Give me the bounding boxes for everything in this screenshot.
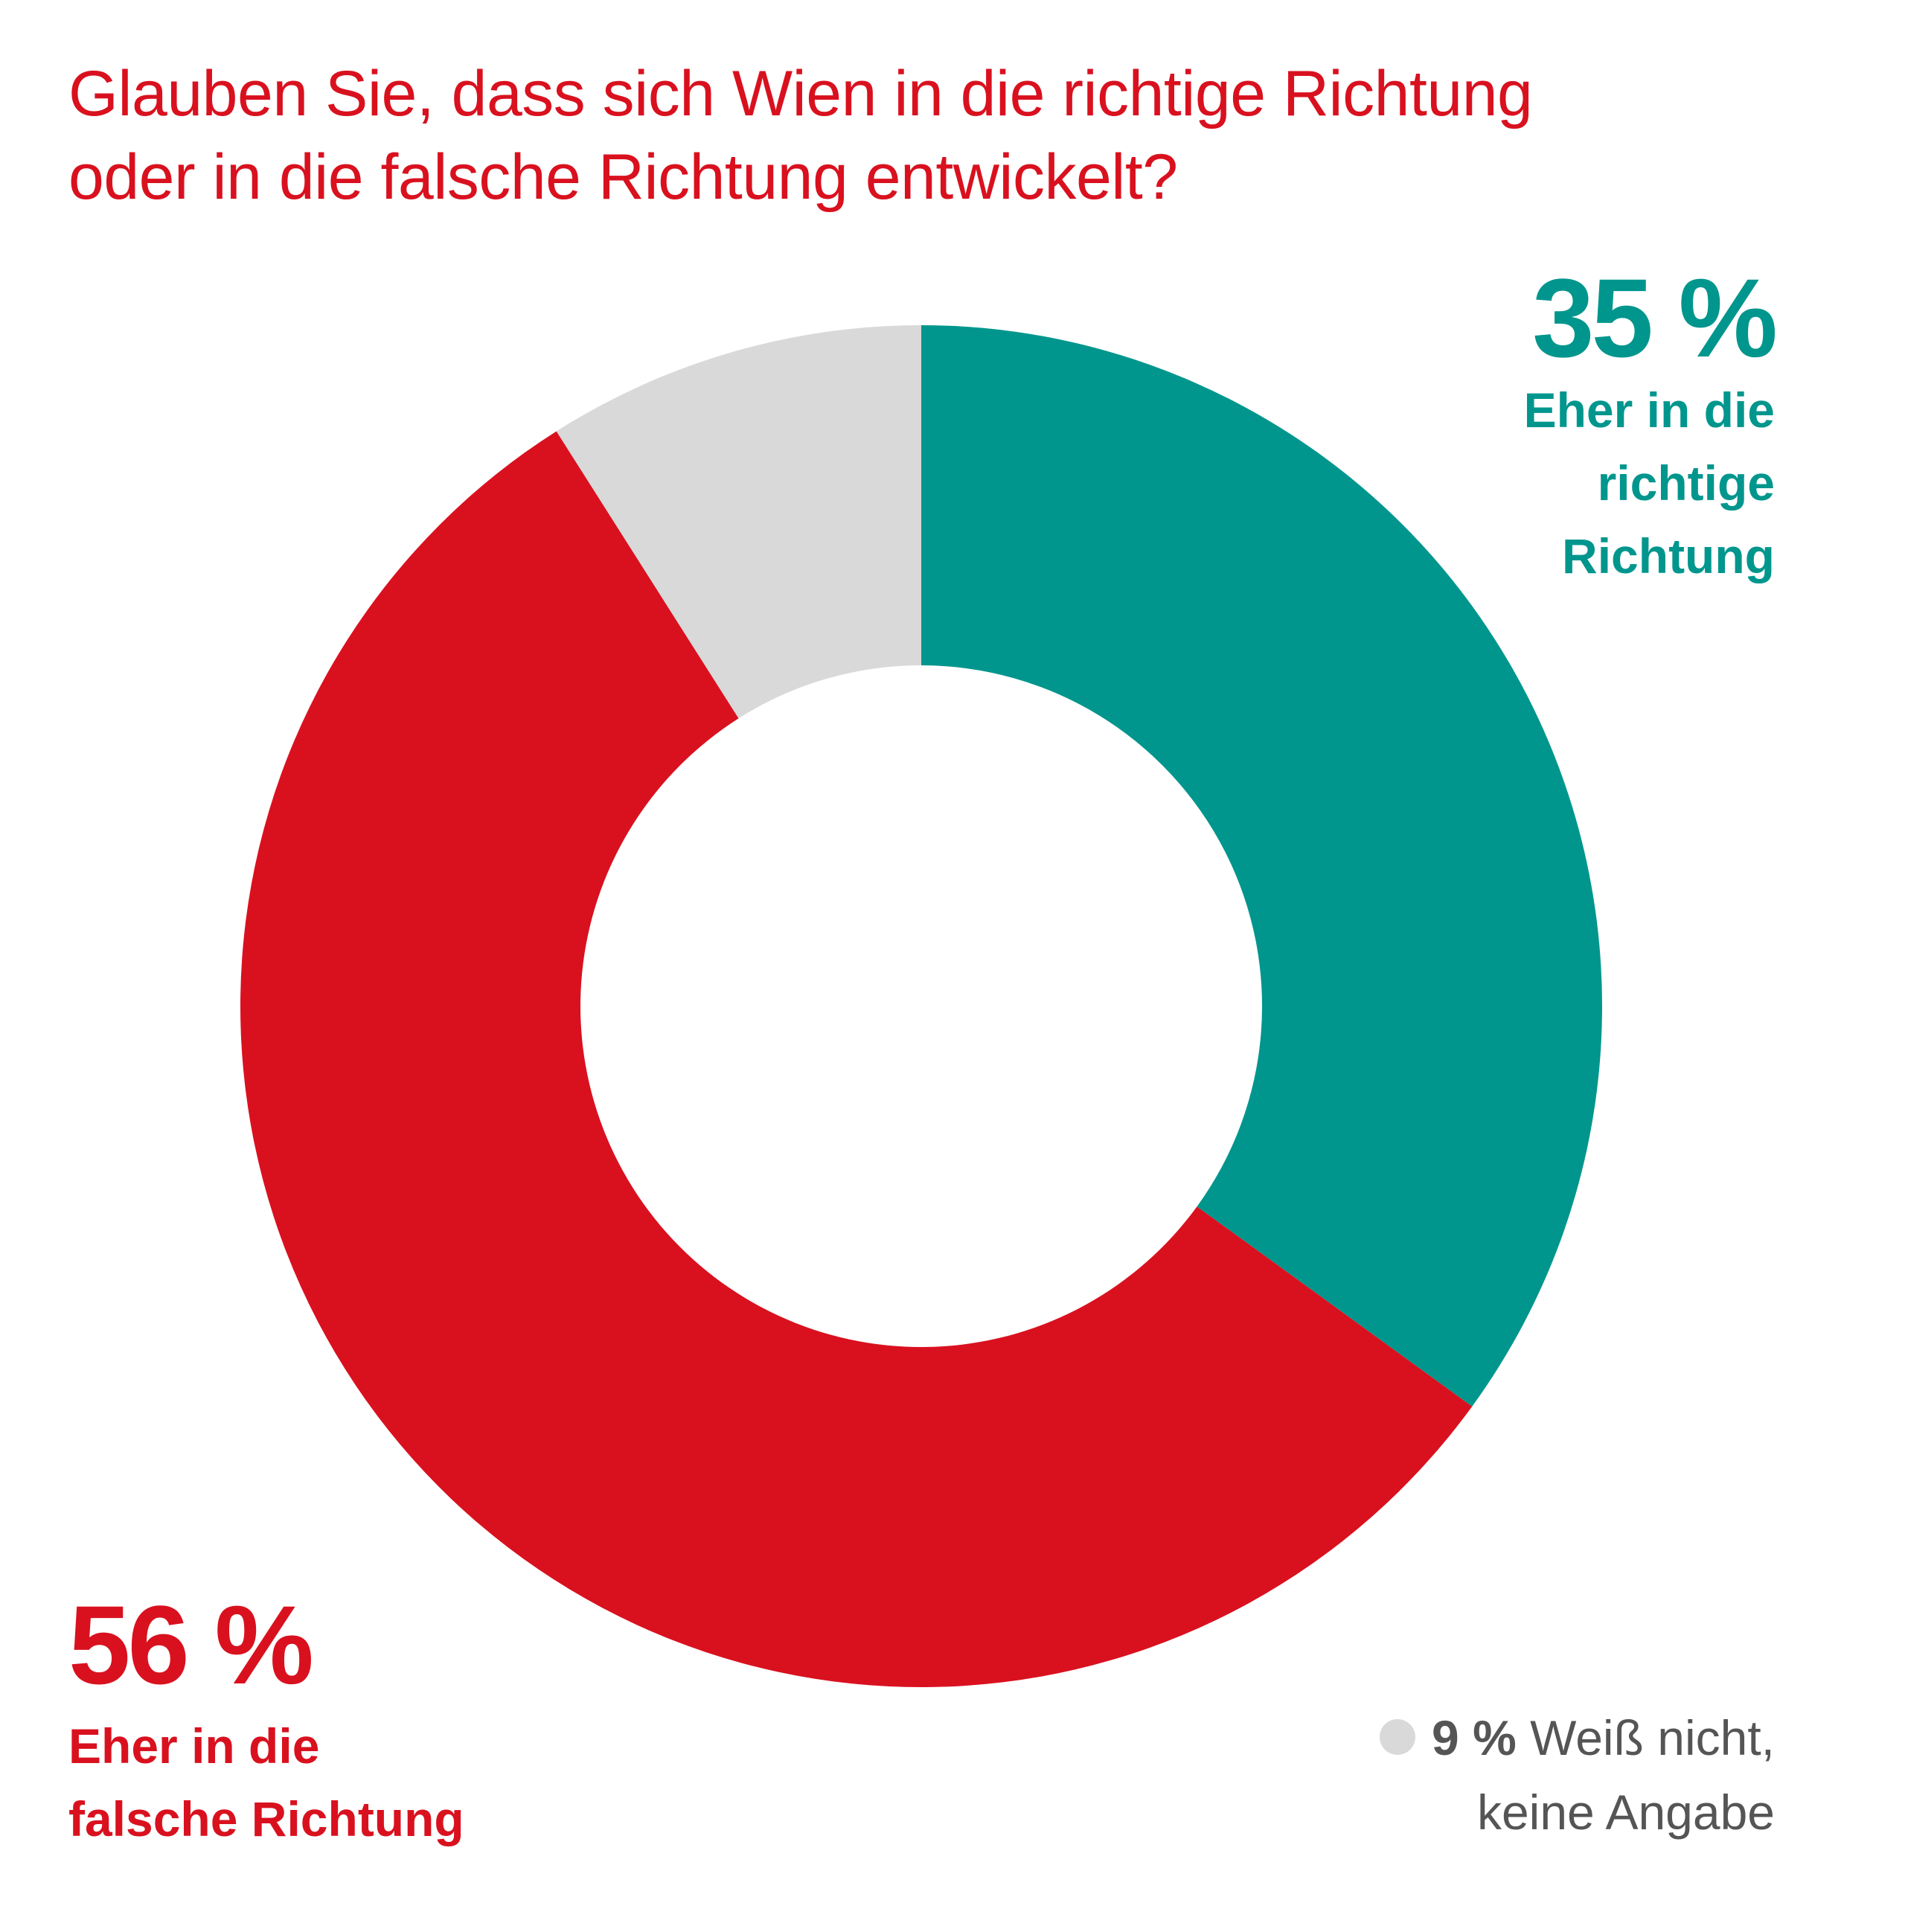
label-falsche-richtung-line-1: Eher in die (68, 1718, 320, 1773)
label-richtige-richtung-text: Eher in die richtige Richtung (1524, 374, 1775, 592)
chart-title-line-2: oder in die falsche Richtung entwickelt? (68, 141, 1178, 213)
label-falsche-richtung: 56 % Eher in die falsche Richtung (68, 1589, 464, 1855)
label-weiss-nicht: 9 % Weiß nicht, keine Angabe (1380, 1701, 1775, 1849)
label-richtige-richtung-line-2: richtige (1597, 455, 1775, 511)
donut-slice-falsche-richtung (240, 431, 1473, 1687)
label-falsche-richtung-percent: 56 % (68, 1582, 314, 1707)
label-richtige-richtung-line-3: Richtung (1562, 528, 1775, 583)
label-falsche-richtung-text: Eher in die falsche Richtung (68, 1709, 464, 1855)
label-richtige-richtung-line-1: Eher in die (1523, 383, 1775, 438)
label-falsche-richtung-line-2: falsche Richtung (68, 1791, 464, 1846)
donut-slice-weiss-nicht (556, 325, 921, 719)
label-weiss-nicht-line-1: Weiß nicht, (1530, 1710, 1775, 1765)
label-weiss-nicht-row-1: 9 % Weiß nicht, (1380, 1701, 1775, 1775)
label-richtige-richtung: 35 % Eher in die richtige Richtung (1524, 255, 1778, 592)
label-weiss-nicht-line-2: keine Angabe (1476, 1785, 1775, 1840)
label-weiss-nicht-percent: 9 % (1432, 1710, 1517, 1765)
chart-title: Glauben Sie, dass sich Wien in die richt… (68, 52, 1780, 219)
legend-dot-icon (1380, 1719, 1416, 1755)
label-richtige-richtung-percent: 35 % (1532, 255, 1778, 380)
donut-slice-richtige-richtung (921, 325, 1602, 1407)
chart-title-line-1: Glauben Sie, dass sich Wien in die richt… (68, 58, 1533, 129)
